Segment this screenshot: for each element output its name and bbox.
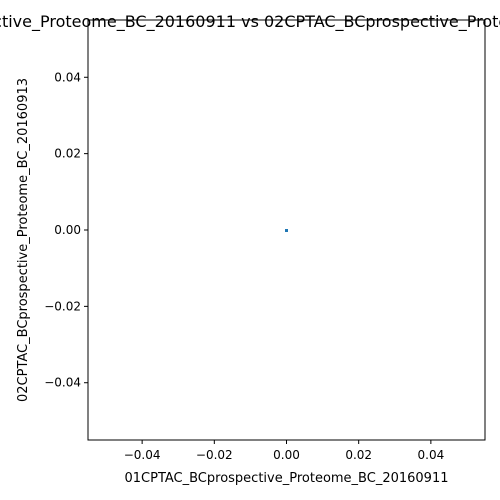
x-axis-ticks: −0.04 −0.02 0.00 0.02 0.04 (124, 440, 444, 462)
data-point (285, 229, 288, 232)
chart-title: 01CPTAC_BCprospective_Proteome_BC_201609… (0, 12, 500, 32)
y-tick-label: −0.04 (44, 376, 81, 390)
y-axis-ticks: −0.04 −0.02 0.00 0.02 0.04 (44, 70, 88, 389)
data-points (285, 229, 288, 232)
x-tick-label: −0.02 (196, 448, 233, 462)
x-axis-label: 01CPTAC_BCprospective_Proteome_BC_201609… (124, 471, 448, 486)
x-tick-label: 0.00 (273, 448, 300, 462)
y-tick-label: 0.02 (54, 147, 81, 161)
x-tick-label: −0.04 (124, 448, 161, 462)
y-tick-label: 0.04 (54, 70, 81, 84)
y-tick-label: 0.00 (54, 223, 81, 237)
x-tick-label: 0.02 (345, 448, 372, 462)
y-tick-label: −0.02 (44, 299, 81, 313)
x-tick-label: 0.04 (418, 448, 445, 462)
y-axis-label: 02CPTAC_BCprospective_Proteome_BC_201609… (16, 78, 31, 402)
